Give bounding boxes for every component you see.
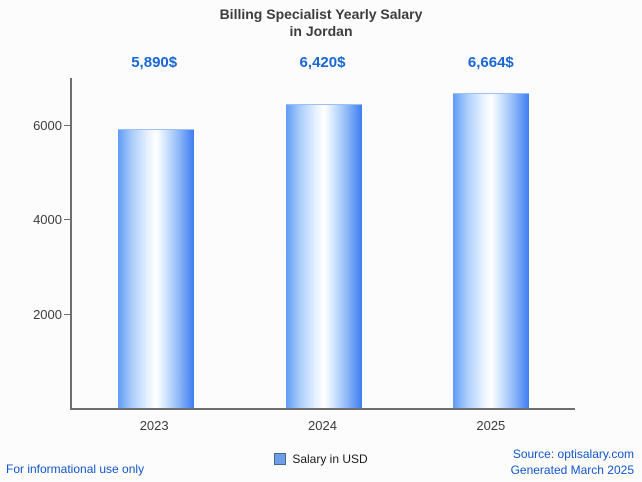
bar-2023 [118,129,194,408]
y-tick-mark [64,125,70,127]
legend: Salary in USD [0,452,642,466]
plot-area: 2000 4000 6000 [33,78,575,410]
bar-value-label: 5,890$ [131,54,178,71]
disclaimer-text: For informational use only [6,462,145,476]
y-tick-mark [64,313,70,315]
chart-title: Billing Specialist Yearly Salary in Jord… [0,6,642,40]
y-tick-label: 2000 [33,306,62,322]
bar-value-labels: 5,890$ 6,420$ 6,664$ [70,54,575,74]
generated-date: Generated March 2025 [510,463,634,477]
legend-swatch-icon [274,453,287,465]
source-link[interactable]: Source: optisalary.com [512,447,634,461]
y-tick-label: 6000 [33,118,62,134]
legend-label: Salary in USD [292,452,368,466]
y-tick-mark [64,219,70,221]
x-axis-labels: 2023 2024 2025 [70,418,575,436]
chart-title-line1: Billing Specialist Yearly Salary [219,6,423,22]
x-tick-label: 2025 [476,418,506,433]
chart-title-line2: in Jordan [289,23,353,39]
bar-2025 [453,93,529,408]
bar-2024 [286,104,362,408]
footer-source-block: Source: optisalary.com Generated March 2… [511,446,634,478]
x-tick-label: 2023 [139,418,169,433]
y-tick-label: 4000 [33,212,62,228]
x-tick-label: 2024 [308,418,337,433]
bar-value-label: 6,420$ [299,54,346,71]
bar-value-label: 6,664$ [467,54,514,71]
